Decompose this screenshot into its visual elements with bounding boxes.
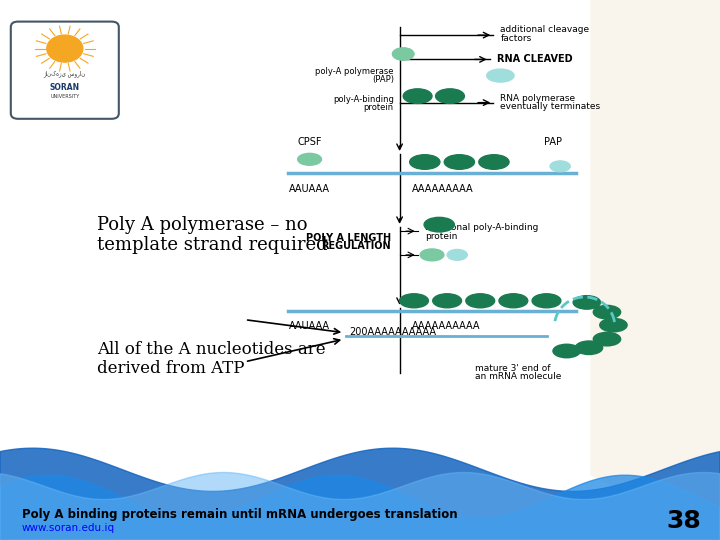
Text: REGULATION: REGULATION (321, 241, 391, 251)
Text: AAAAAAAAAA: AAAAAAAAAA (412, 321, 481, 332)
Text: AAUAAA: AAUAAA (289, 321, 330, 332)
Ellipse shape (479, 154, 509, 169)
Text: ژانکەزی سوران: ژانکەزی سوران (44, 70, 86, 77)
Ellipse shape (600, 318, 627, 332)
Ellipse shape (593, 306, 621, 319)
Text: (PAP): (PAP) (372, 75, 394, 84)
Polygon shape (590, 0, 720, 540)
Circle shape (47, 35, 83, 62)
Text: additional poly-A-binding: additional poly-A-binding (425, 224, 538, 232)
Ellipse shape (424, 217, 454, 232)
Text: AAUAAA: AAUAAA (289, 184, 330, 194)
Ellipse shape (593, 332, 621, 346)
Text: SORAN: SORAN (50, 83, 80, 92)
Text: Poly A binding proteins remain until mRNA undergoes translation: Poly A binding proteins remain until mRN… (22, 508, 457, 521)
Text: 200AAAAAAAAAA: 200AAAAAAAAAA (349, 327, 436, 337)
Text: eventually terminates: eventually terminates (500, 103, 600, 111)
Text: RNA CLEAVED: RNA CLEAVED (497, 55, 572, 64)
Ellipse shape (410, 154, 440, 169)
Text: All of the A nucleotides are
derived from ATP: All of the A nucleotides are derived fro… (97, 341, 326, 377)
Text: CPSF: CPSF (297, 137, 322, 147)
FancyBboxPatch shape (11, 22, 119, 119)
Ellipse shape (550, 161, 570, 172)
Ellipse shape (575, 341, 603, 355)
Text: factors: factors (500, 35, 531, 43)
Ellipse shape (466, 294, 495, 308)
Ellipse shape (392, 48, 414, 60)
Text: UNIVERSITY: UNIVERSITY (50, 94, 79, 99)
Text: AAAAAAAAA: AAAAAAAAA (412, 184, 474, 194)
Text: RNA polymerase: RNA polymerase (500, 94, 575, 103)
Text: additional cleavage: additional cleavage (500, 25, 590, 34)
Text: poly-A-binding: poly-A-binding (333, 96, 394, 104)
Polygon shape (0, 448, 720, 540)
Text: Poly A polymerase – no
template strand required: Poly A polymerase – no template strand r… (97, 215, 328, 254)
Ellipse shape (400, 294, 428, 308)
Ellipse shape (447, 249, 467, 260)
Ellipse shape (499, 294, 528, 308)
Ellipse shape (403, 89, 432, 104)
Ellipse shape (436, 89, 464, 104)
Text: mature 3' end of: mature 3' end of (475, 364, 551, 373)
Ellipse shape (487, 69, 514, 82)
Text: protein: protein (364, 104, 394, 112)
Text: protein: protein (425, 232, 457, 241)
Text: www.soran.edu.iq: www.soran.edu.iq (22, 523, 114, 533)
Ellipse shape (298, 153, 322, 165)
Ellipse shape (444, 154, 474, 169)
Polygon shape (0, 475, 720, 540)
Text: 38: 38 (667, 509, 701, 533)
Polygon shape (0, 472, 720, 540)
Text: poly-A polymerase: poly-A polymerase (315, 67, 394, 76)
Text: an mRNA molecule: an mRNA molecule (475, 373, 562, 381)
Text: PAP: PAP (544, 137, 562, 147)
Text: POLY A LENGTH: POLY A LENGTH (306, 233, 391, 242)
Ellipse shape (553, 345, 580, 357)
Ellipse shape (433, 294, 462, 308)
Ellipse shape (420, 249, 444, 261)
Ellipse shape (532, 294, 561, 308)
Ellipse shape (573, 296, 600, 309)
